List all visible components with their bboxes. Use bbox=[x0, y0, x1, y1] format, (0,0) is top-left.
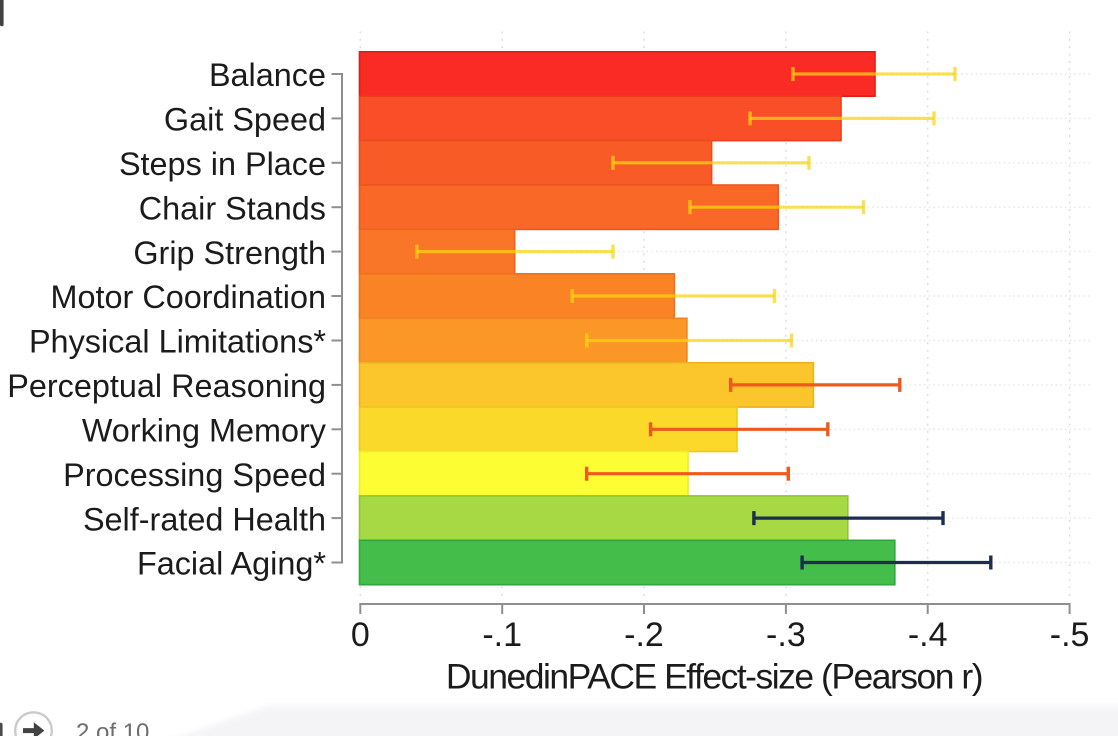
svg-text:Gait Speed: Gait Speed bbox=[164, 102, 326, 138]
svg-text:Physical Limitations*: Physical Limitations* bbox=[29, 324, 326, 360]
svg-text:Facial Aging*: Facial Aging* bbox=[137, 546, 326, 582]
svg-text:2 of 10: 2 of 10 bbox=[76, 719, 149, 736]
svg-text:-.2: -.2 bbox=[624, 616, 664, 654]
svg-text:DunedinPACE Effect-size (Pears: DunedinPACE Effect-size (Pearson r) bbox=[446, 657, 982, 697]
svg-text:0: 0 bbox=[351, 616, 370, 654]
svg-text:Motor Coordination: Motor Coordination bbox=[51, 279, 326, 315]
svg-text:Perceptual Reasoning: Perceptual Reasoning bbox=[7, 368, 326, 404]
svg-text:-.3: -.3 bbox=[766, 616, 806, 654]
svg-text:Self-rated Health: Self-rated Health bbox=[83, 501, 326, 537]
svg-text:-.4: -.4 bbox=[908, 616, 948, 654]
svg-text:Processing Speed: Processing Speed bbox=[63, 457, 326, 493]
svg-text:Working Memory: Working Memory bbox=[82, 413, 327, 449]
svg-text:-.1: -.1 bbox=[482, 616, 522, 654]
svg-text:-.5: -.5 bbox=[1050, 616, 1090, 654]
svg-text:Grip Strength: Grip Strength bbox=[133, 235, 326, 271]
svg-text:Chair Stands: Chair Stands bbox=[139, 190, 326, 226]
svg-text:Balance: Balance bbox=[209, 57, 326, 93]
svg-text:Steps in Place: Steps in Place bbox=[119, 146, 326, 182]
